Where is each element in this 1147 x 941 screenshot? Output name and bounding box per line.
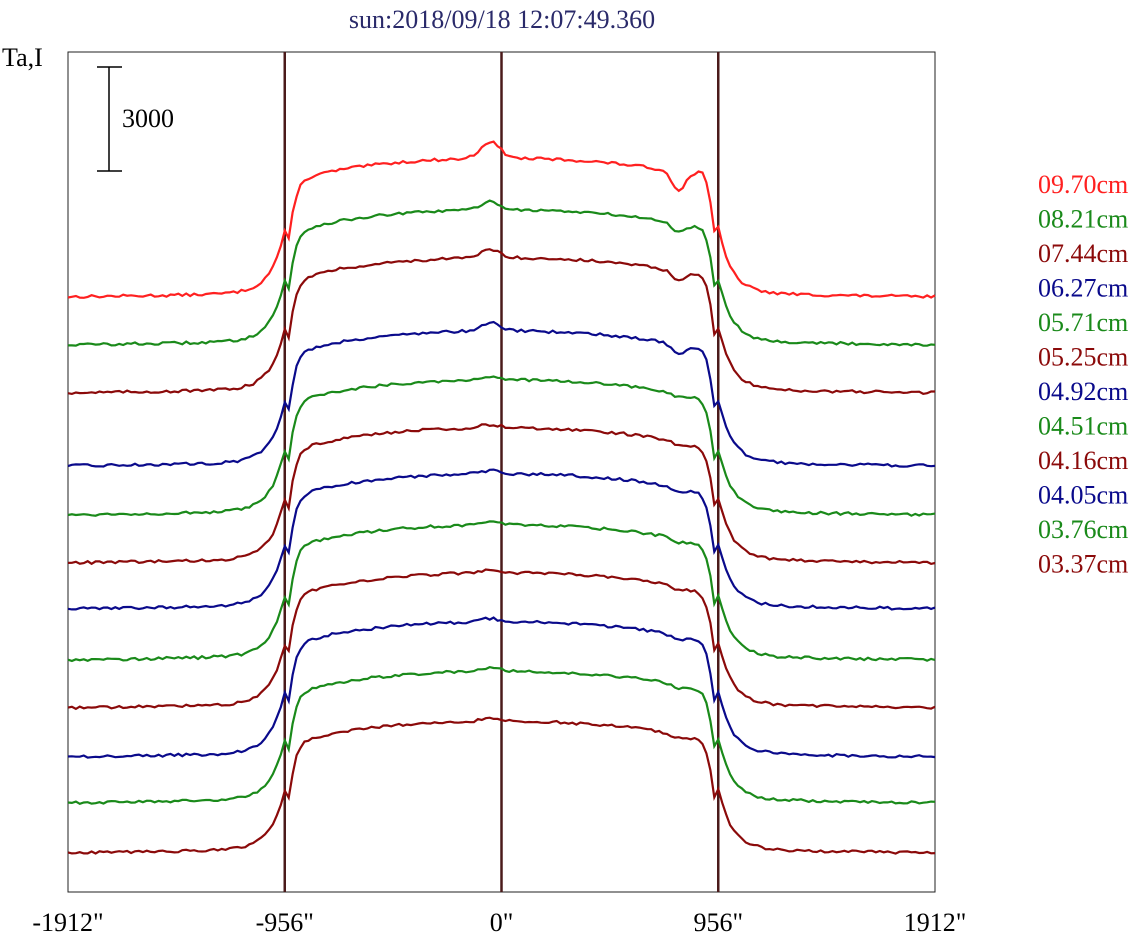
legend-entry: 09.70cm xyxy=(1038,170,1128,199)
series-line-04-05cm xyxy=(67,616,936,759)
legend: 09.70cm 08.21cm 07.44cm 06.27cm 05.71cm 05.25… xyxy=(1038,170,1128,579)
x-tick-label: -1912" xyxy=(32,908,103,937)
legend-entry: 08.21cm xyxy=(1038,205,1128,234)
series-line-04-16cm xyxy=(67,568,936,711)
series-line-06-27cm xyxy=(67,320,936,468)
x-tick-label: -956" xyxy=(256,908,314,937)
series-line-03-76cm xyxy=(67,665,936,805)
series-line-07-44cm xyxy=(67,248,935,396)
x-tick-label: 956" xyxy=(693,908,743,937)
legend-entry: 04.16cm xyxy=(1038,446,1128,475)
series-lines xyxy=(67,140,936,855)
series-line-09-70cm xyxy=(67,140,936,299)
y-axis-label: Ta,I xyxy=(2,43,43,72)
series-line-05-25cm xyxy=(67,423,936,566)
legend-entry: 06.27cm xyxy=(1038,274,1128,303)
series-line-08-21cm xyxy=(68,199,936,347)
legend-entry: 05.25cm xyxy=(1038,343,1128,372)
legend-entry: 04.05cm xyxy=(1038,481,1128,510)
legend-entry: 04.51cm xyxy=(1038,412,1128,441)
legend-entry: 03.76cm xyxy=(1038,515,1128,544)
chart-title: sun:2018/09/18 12:07:49.360 xyxy=(349,5,655,34)
scale-bar-label: 3000 xyxy=(122,104,174,133)
series-line-04-92cm xyxy=(67,468,936,611)
intensity-scale-bar: 3000 xyxy=(97,66,174,172)
series-line-05-71cm xyxy=(67,375,936,517)
legend-entry: 04.92cm xyxy=(1038,377,1128,406)
legend-entry: 07.44cm xyxy=(1038,239,1128,268)
x-tick-labels: -1912" -956" 0" 956" 1912" xyxy=(32,908,966,937)
series-line-04-51cm xyxy=(67,520,936,663)
legend-entry: 05.71cm xyxy=(1038,308,1128,337)
legend-entry: 03.37cm xyxy=(1038,550,1128,579)
x-tick-label: 0" xyxy=(490,908,514,937)
series-line-03-37cm xyxy=(67,716,936,855)
x-tick-label: 1912" xyxy=(904,908,967,937)
